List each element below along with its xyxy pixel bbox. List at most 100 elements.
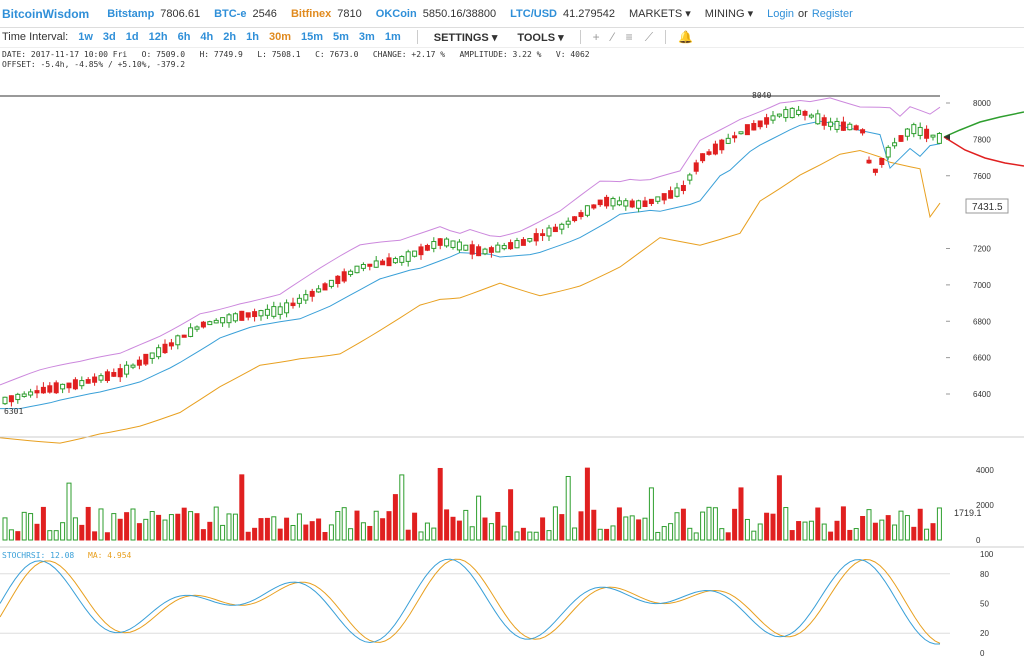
candle-body — [149, 352, 155, 359]
volume-bar — [904, 515, 910, 541]
current-price-label: 7431.5 — [972, 202, 1003, 213]
settings-label: SETTINGS — [433, 31, 489, 44]
candle-body — [322, 283, 328, 291]
brand-logo[interactable]: BitcoinWisdom — [2, 6, 90, 21]
login-link[interactable]: Login — [767, 7, 795, 20]
volume-bar — [578, 511, 584, 541]
volume-bar — [284, 517, 290, 541]
volume-bar — [514, 531, 520, 541]
volume-bar — [200, 529, 206, 541]
volume-bar — [399, 474, 405, 541]
candle-body — [437, 238, 443, 246]
volume-bar — [584, 467, 590, 541]
bell-icon[interactable]: 🔔 — [678, 30, 694, 44]
exchange-name: BTC-e — [214, 7, 247, 20]
candle-body — [796, 109, 802, 116]
candle-body — [213, 319, 219, 324]
volume-bar — [770, 513, 776, 541]
volume-bar — [853, 528, 859, 541]
candle-body — [104, 371, 110, 381]
candle-body — [373, 260, 379, 268]
interval-3m[interactable]: 3m — [358, 31, 375, 43]
interval-30m[interactable]: 30m — [268, 31, 291, 43]
volume-bar — [847, 529, 853, 541]
stoch-tick-label: 100 — [980, 550, 994, 559]
crosshair-icon[interactable]: + — [592, 30, 600, 44]
interval-5m[interactable]: 5m — [333, 31, 349, 43]
interval-1h[interactable]: 1h — [246, 31, 259, 43]
stochrsi-label: STOCHRSI: 12.08 — [2, 551, 74, 560]
candle-body — [674, 187, 680, 197]
horizontal-lines-icon[interactable]: ≡ — [625, 30, 633, 44]
price-tick-label: 8000 — [973, 99, 991, 108]
candle-body — [488, 247, 494, 253]
candle-body — [188, 327, 194, 337]
volume-bar — [418, 531, 424, 541]
exchange-bitstamp[interactable]: Bitstamp 7806.61 — [107, 8, 200, 20]
volume-bar — [693, 532, 699, 541]
candle-body — [60, 383, 66, 390]
candle-body — [72, 379, 78, 390]
volume-bar — [296, 513, 302, 541]
volume-bar — [700, 511, 706, 541]
volume-bar — [111, 513, 117, 541]
interval-1d[interactable]: 1d — [125, 31, 139, 43]
volume-bar — [616, 507, 622, 541]
volume-bar — [674, 512, 680, 541]
exchange-ltcusd[interactable]: LTC/USD 41.279542 — [510, 8, 615, 20]
interval-12h[interactable]: 12h — [148, 31, 168, 43]
exchange-name: OKCoin — [375, 7, 417, 20]
interval-2h[interactable]: 2h — [223, 31, 237, 43]
exchange-price: 7806.61 — [160, 7, 201, 20]
volume-bar — [290, 525, 296, 541]
volume-tick-label: 0 — [976, 536, 981, 545]
candle-body — [309, 290, 315, 297]
volume-bar — [815, 507, 821, 541]
volume-bar — [680, 508, 686, 541]
exchange-bitfinex[interactable]: Bitfinex 7810 — [291, 8, 362, 20]
volume-bar — [572, 527, 578, 541]
candle-body — [303, 294, 309, 301]
mining-menu[interactable]: MINING ▾ — [705, 7, 753, 20]
settings-menu[interactable]: SETTINGS ▾ — [434, 31, 498, 44]
volume-bar — [28, 513, 34, 541]
interval-15m[interactable]: 15m — [300, 31, 324, 43]
markets-menu[interactable]: MARKETS ▾ — [629, 7, 691, 20]
interval-1w[interactable]: 1w — [78, 31, 93, 43]
volume-tick-label: 4000 — [976, 466, 994, 475]
volume-bar — [520, 527, 526, 541]
toolbar-divider — [665, 30, 667, 44]
volume-bar — [40, 506, 46, 541]
exchange-btce[interactable]: BTC-e 2546 — [214, 8, 277, 20]
fibonacci-icon[interactable]: ⟋ — [644, 29, 654, 44]
volume-bar — [636, 519, 642, 541]
candle-body — [911, 124, 917, 135]
candle-body — [744, 124, 750, 136]
candle-body — [648, 198, 654, 205]
tools-menu[interactable]: TOOLS ▾ — [517, 31, 563, 44]
trendline-icon[interactable]: ⁄ — [611, 30, 614, 44]
volume-bar — [450, 516, 456, 541]
price-chart[interactable]: 8040 6301 800078007600720070006800660064… — [0, 62, 1024, 662]
register-link[interactable]: Register — [811, 7, 853, 20]
candle-body — [552, 226, 558, 233]
candle-body — [533, 233, 539, 242]
volume-bar — [488, 523, 494, 541]
candle-body — [476, 246, 482, 257]
candle-body — [194, 326, 200, 330]
interval-4h[interactable]: 4h — [200, 31, 214, 43]
interval-1m[interactable]: 1m — [384, 31, 401, 43]
interval-6h[interactable]: 6h — [177, 31, 191, 43]
volume-bar — [380, 518, 386, 541]
volume-bar — [130, 508, 136, 541]
candle-body — [700, 153, 706, 162]
candle-body — [258, 310, 264, 317]
chevron-down-icon: ▾ — [747, 8, 754, 20]
volume-bar — [373, 510, 379, 541]
interval-3d[interactable]: 3d — [102, 31, 116, 43]
volume-bar — [527, 531, 533, 541]
volume-bar — [239, 474, 245, 541]
candle-body — [399, 256, 405, 263]
exchange-okcoin[interactable]: OKCoin 5850.16/38800 — [376, 8, 496, 20]
candle-body — [348, 270, 354, 276]
